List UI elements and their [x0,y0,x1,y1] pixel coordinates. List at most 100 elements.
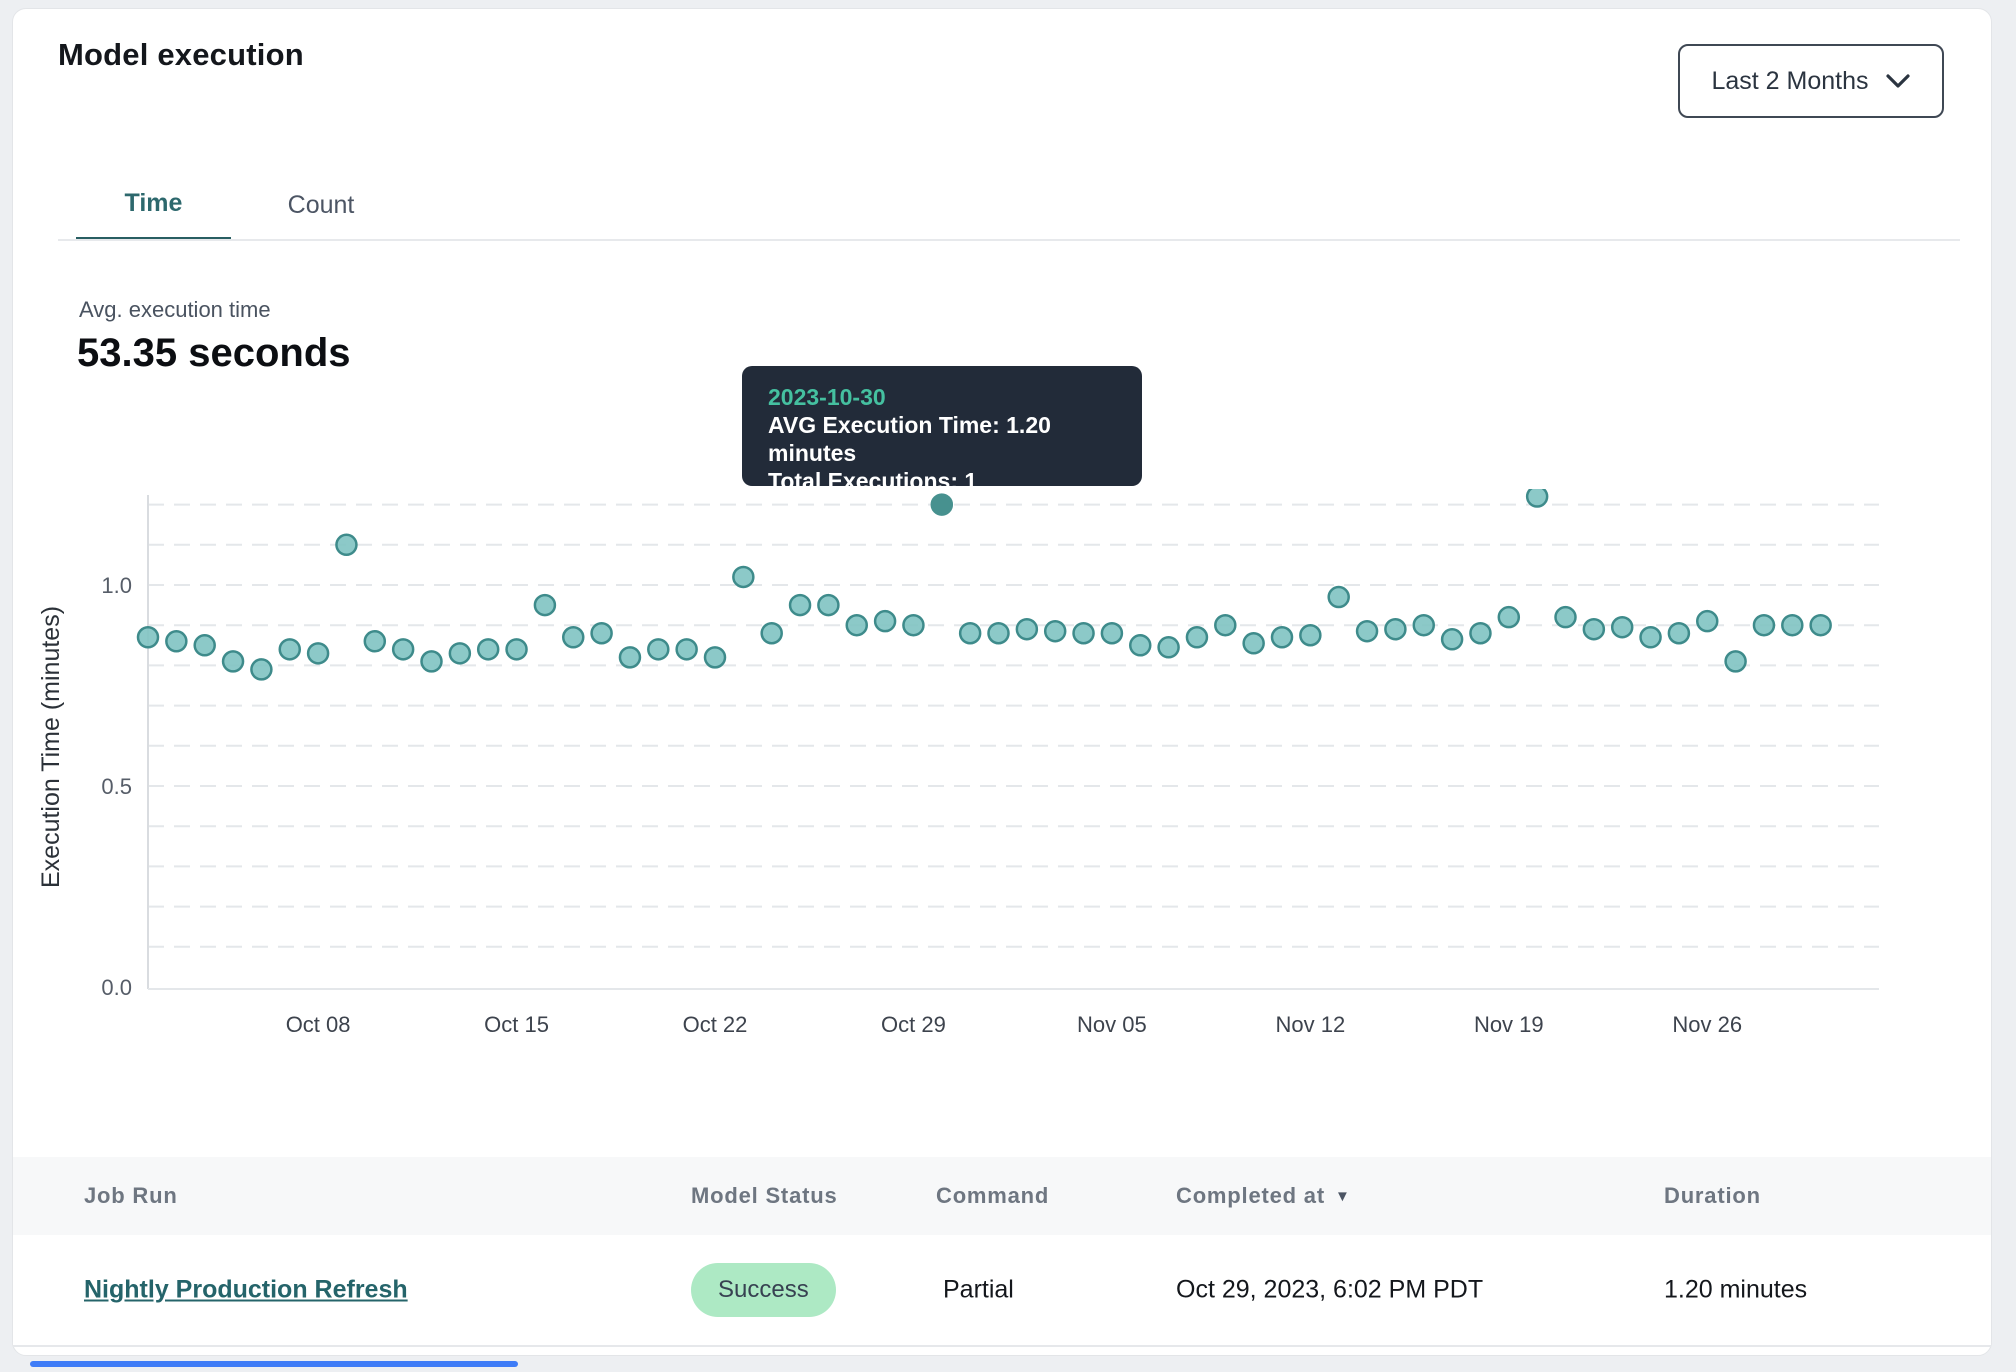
data-point[interactable] [448,642,472,665]
y-axis-title: Execution Time (minutes) [37,606,65,888]
avg-execution-time-value: 53.35 seconds [77,331,351,375]
data-point[interactable] [1214,613,1237,637]
data-point[interactable] [703,646,727,669]
data-point[interactable] [1100,621,1124,645]
data-point[interactable] [675,638,698,661]
column-header-completed-at[interactable]: Completed at ▼ [1176,1183,1351,1208]
data-point[interactable] [1752,613,1776,637]
data-point[interactable] [1469,621,1492,645]
column-header-model-status[interactable]: Model Status [691,1183,838,1208]
data-point[interactable] [1185,626,1209,649]
data-point[interactable] [1525,489,1549,508]
data-point[interactable] [1440,628,1464,651]
x-tick-label: Oct 29 [881,1012,946,1037]
data-point[interactable] [420,650,443,673]
chart-tabs: Time Count [76,169,386,241]
data-point[interactable] [845,613,868,637]
data-point[interactable] [618,646,642,669]
data-point[interactable] [136,626,160,649]
page-title: Model execution [58,37,304,72]
data-point[interactable] [165,630,188,653]
data-point[interactable] [1384,617,1407,641]
data-point[interactable] [1299,624,1322,647]
table-row: Nightly Production Refresh Success Parti… [13,1235,1991,1347]
x-tick-label: Nov 12 [1275,1012,1345,1037]
completed-at-cell: Oct 29, 2023, 6:02 PM PDT [1176,1275,1484,1304]
data-point[interactable] [647,638,670,661]
x-tick-label: Nov 19 [1474,1012,1544,1037]
status-badge: Success [691,1263,836,1317]
data-point[interactable] [562,626,585,649]
chart-tooltip: 2023-10-30 AVG Execution Time: 1.20 minu… [742,366,1142,494]
data-point[interactable] [817,593,840,617]
hovered-data-point[interactable] [930,493,954,516]
tooltip-total-line: Total Executions: 1 [768,468,978,494]
y-tick-label: 0.0 [101,975,132,1000]
model-execution-card: Model execution Last 2 Months Time Count… [12,8,1992,1356]
data-point[interactable] [1157,636,1180,659]
data-point[interactable] [1724,650,1747,673]
data-point[interactable] [363,630,387,653]
tab-count[interactable]: Count [287,190,355,219]
data-point[interactable] [732,565,755,589]
job-run-link[interactable]: Nightly Production Refresh [84,1275,408,1304]
x-tick-label: Oct 15 [484,1012,549,1037]
data-point[interactable] [1327,585,1350,609]
x-tick-label: Oct 08 [286,1012,351,1037]
data-point[interactable] [1270,626,1294,649]
column-header-job-run[interactable]: Job Run [84,1183,178,1208]
data-point[interactable] [1043,619,1067,643]
data-point[interactable] [958,621,982,645]
data-point[interactable] [902,613,925,637]
data-point[interactable] [193,634,216,657]
horizontal-scrollbar-thumb[interactable] [30,1361,518,1367]
data-point[interactable] [221,650,245,673]
data-point[interactable] [1242,632,1265,655]
data-point[interactable] [391,638,415,661]
date-range-dropdown[interactable]: Last 2 Months [1678,44,1944,118]
data-point[interactable] [1497,605,1521,629]
execution-time-scatter-chart: 0.0 0.5 1.0 Execution Time (minutes) Oct 08 O… [37,489,1879,1037]
data-point[interactable] [278,638,301,661]
data-point[interactable] [1781,613,1804,637]
data-point[interactable] [1015,617,1039,641]
data-point[interactable] [250,658,273,681]
tooltip-date: 2023-10-30 [768,384,886,410]
data-point[interactable] [335,533,358,557]
column-header-command[interactable]: Command [936,1183,1050,1208]
data-point[interactable] [1072,621,1095,645]
data-point[interactable] [760,621,783,645]
data-point[interactable] [1582,617,1606,641]
date-range-label: Last 2 Months [1711,66,1869,95]
column-header-duration[interactable]: Duration [1664,1183,1761,1208]
data-point[interactable] [1129,634,1152,657]
data-point[interactable] [1667,621,1691,645]
tab-time[interactable]: Time [76,169,231,241]
y-tick-label: 0.5 [101,774,132,799]
model-status-cell: Success [691,1263,836,1317]
data-point[interactable] [1610,615,1634,639]
data-point[interactable] [590,621,613,645]
data-point[interactable] [1696,609,1719,633]
data-point[interactable] [1412,613,1435,637]
data-point[interactable] [1639,626,1662,649]
duration-cell: 1.20 minutes [1664,1275,1808,1304]
data-point[interactable] [306,642,330,665]
data-point[interactable] [1554,605,1577,629]
data-point[interactable] [1809,613,1832,637]
x-tick-label: Nov 05 [1077,1012,1147,1037]
data-point[interactable] [476,638,500,661]
data-point[interactable] [1355,619,1379,643]
data-point[interactable] [873,609,897,633]
table-header: Job Run Model Status Command Completed a… [13,1157,1991,1235]
data-point[interactable] [533,593,557,617]
chevron-down-icon [1885,72,1911,90]
tooltip-avg-line: AVG Execution Time: 1.20 minutes [768,412,1051,466]
data-point[interactable] [788,593,812,617]
data-point[interactable] [505,638,528,661]
x-tick-label: Nov 26 [1672,1012,1742,1037]
tabs-divider [58,239,1960,241]
y-tick-label: 1.0 [101,573,132,598]
data-point[interactable] [987,621,1010,645]
